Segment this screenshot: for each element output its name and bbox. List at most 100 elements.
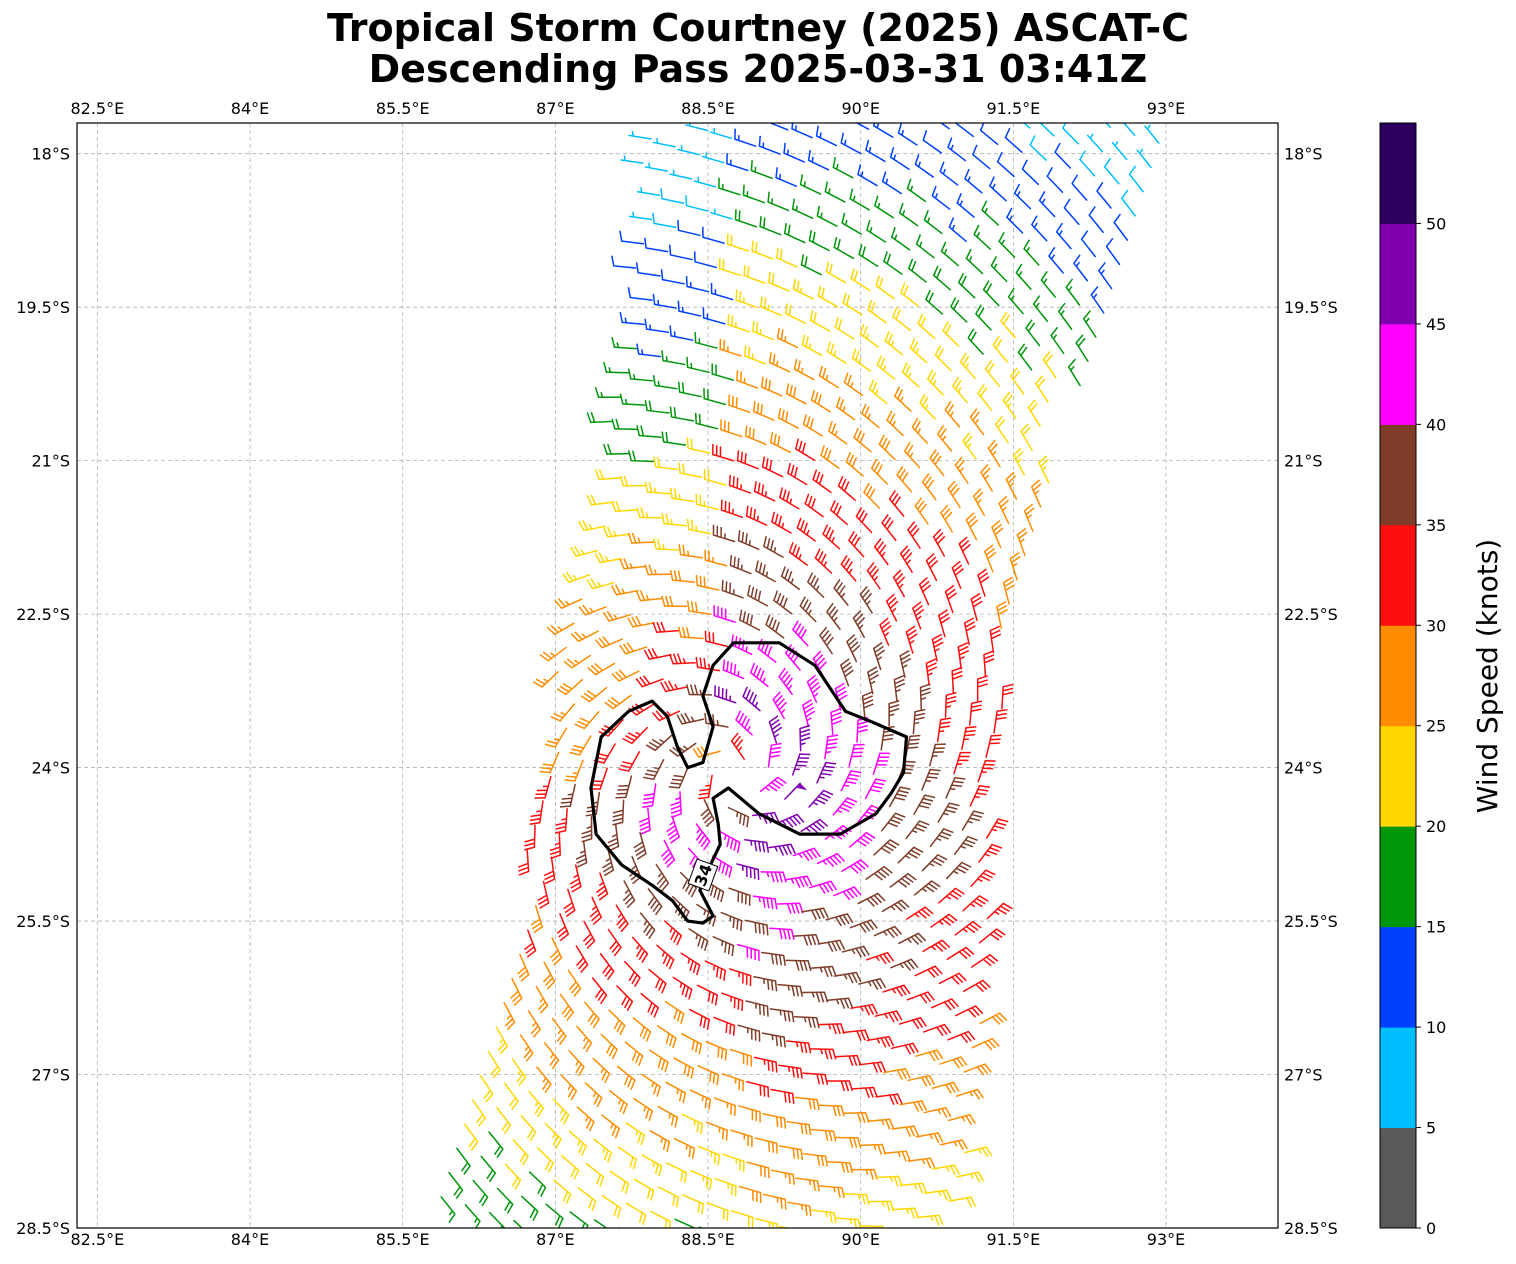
wind-barb <box>1000 311 1016 339</box>
wind-barb <box>761 951 786 966</box>
wind-barb <box>618 1227 621 1228</box>
wind-barb <box>524 929 537 958</box>
wind-barb <box>970 953 999 968</box>
wind-barb <box>759 776 787 793</box>
wind-barb <box>819 1185 845 1199</box>
lat-tick-label-right: 24°S <box>1284 759 1323 778</box>
wind-barb <box>586 494 615 506</box>
wind-barb <box>640 993 659 1018</box>
wind-barb <box>818 365 839 389</box>
wind-barb <box>1136 148 1152 169</box>
wind-barb <box>899 650 912 679</box>
wind-barb <box>720 911 743 932</box>
wind-barb <box>888 700 900 727</box>
wind-barb <box>931 633 944 662</box>
wind-barb <box>858 244 879 267</box>
wind-barb <box>1038 191 1056 218</box>
lon-tick-label-top: 85.5°E <box>376 99 430 118</box>
wind-barb <box>698 774 713 800</box>
wind-barb <box>472 1179 489 1207</box>
wind-barb <box>745 1000 769 1017</box>
wind-barb <box>744 919 769 936</box>
wind-barb <box>1067 358 1081 387</box>
wind-barb <box>504 1163 522 1190</box>
wind-barb <box>921 768 941 791</box>
wind-barb <box>563 654 591 669</box>
wind-barb <box>529 800 544 826</box>
wind-barb <box>551 1017 567 1046</box>
wind-barb <box>802 699 816 728</box>
wind-barb <box>668 766 689 789</box>
wind-barb <box>932 1164 960 1176</box>
wind-barb <box>738 1105 761 1123</box>
wind-barb <box>712 444 735 462</box>
wind-barb <box>648 1049 669 1073</box>
wind-barb <box>806 674 821 703</box>
colorbar-label: Wind Speed (knots) <box>1471 539 1504 813</box>
wind-barb <box>607 928 622 957</box>
wind-barb <box>992 335 1009 363</box>
wind-barb <box>1122 123 1136 136</box>
wind-barb <box>661 513 687 527</box>
wind-barb <box>627 615 656 628</box>
wind-barb <box>772 691 787 720</box>
wind-barb <box>940 241 959 267</box>
wind-barb <box>832 156 854 179</box>
wind-barb <box>867 1118 895 1130</box>
wind-barb <box>802 1072 829 1085</box>
wind-barb <box>867 299 887 324</box>
wind-barb <box>1009 552 1021 581</box>
wind-barb <box>711 363 735 381</box>
wind-barb <box>644 481 671 495</box>
wind-barb <box>890 958 919 971</box>
wind-barb <box>535 985 549 1014</box>
wind-barb <box>564 759 584 782</box>
wind-barb <box>775 167 798 187</box>
contour-label-box <box>687 858 719 892</box>
colorbar-frame <box>1379 122 1417 1229</box>
wind-barb <box>753 481 776 502</box>
wind-barb <box>689 1089 712 1110</box>
wind-barb <box>899 1100 928 1112</box>
wind-barb <box>742 686 761 712</box>
wind-barb <box>701 152 725 164</box>
wind-barb <box>570 545 599 557</box>
wind-barb <box>855 506 873 534</box>
colorbar-bin <box>1380 323 1416 425</box>
wind-barb <box>865 865 893 881</box>
wind-barb <box>595 872 609 901</box>
wind-barb <box>1128 165 1144 193</box>
wind-barb <box>569 864 582 893</box>
wind-barb <box>582 920 596 949</box>
wind-barb <box>686 518 712 535</box>
wind-barb <box>440 1196 456 1224</box>
wind-barb <box>711 855 733 878</box>
wind-barb <box>849 188 870 211</box>
wind-barb <box>744 345 767 365</box>
wind-barb <box>926 369 944 396</box>
wind-barb <box>881 171 902 195</box>
wind-barb <box>550 703 576 722</box>
wind-barb <box>954 456 969 485</box>
colorbar-tick-label: 5 <box>1426 1119 1436 1138</box>
wind-barb <box>1065 278 1081 306</box>
colorbar-tick-label: 15 <box>1426 918 1446 937</box>
wind-barb <box>664 1000 685 1024</box>
wind-barb <box>480 1155 497 1183</box>
wind-barb <box>905 906 934 920</box>
wind-barb <box>951 560 964 589</box>
wind-barb <box>611 584 639 596</box>
wind-barb <box>969 785 990 807</box>
wind-barb <box>760 376 783 397</box>
wind-barb <box>702 226 725 244</box>
wind-barb <box>591 977 608 1005</box>
wind-barb <box>846 634 861 663</box>
wind-barb <box>714 685 737 704</box>
wind-barb <box>611 255 637 269</box>
wind-barb <box>736 450 759 470</box>
wind-barb <box>826 341 847 364</box>
wind-barb <box>990 256 1008 283</box>
wind-barb <box>619 642 648 655</box>
wind-barb <box>899 1182 928 1194</box>
wind-barb <box>814 548 833 574</box>
